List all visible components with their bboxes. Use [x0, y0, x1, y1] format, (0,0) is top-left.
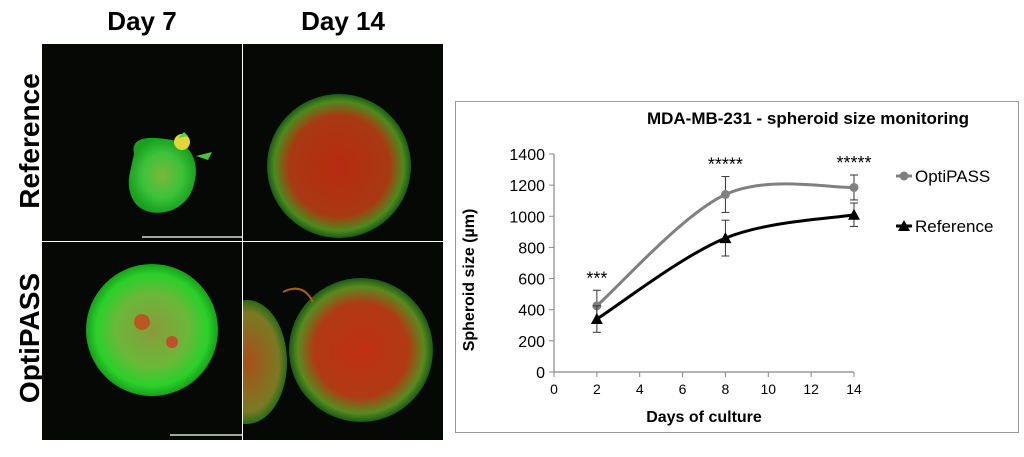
significance-annotation: *** — [586, 268, 607, 288]
micrograph-optipass-day-7 — [42, 242, 242, 440]
x-tick-label: 2 — [593, 381, 601, 397]
y-axis-label: Spheroid size (µm) — [461, 209, 478, 352]
data-point-reference — [590, 313, 603, 325]
legend-marker — [898, 220, 910, 231]
y-tick-label: 1000 — [509, 209, 545, 226]
legend-label: Reference — [915, 217, 993, 236]
data-point-reference — [719, 232, 732, 244]
column-label-day-14: Day 14 — [301, 6, 385, 36]
legend-marker — [899, 171, 909, 181]
y-tick-label: 600 — [518, 272, 545, 289]
y-tick-label: 400 — [518, 303, 545, 320]
y-tick-label: 1400 — [509, 147, 545, 164]
x-tick-label: 14 — [846, 381, 862, 397]
significance-annotation: ***** — [708, 155, 743, 175]
y-tick-label: 800 — [518, 240, 545, 257]
data-point-optipass — [849, 182, 859, 192]
data-point-reference — [848, 208, 860, 220]
x-axis-label: Days of culture — [646, 409, 762, 426]
x-tick-label: 8 — [722, 381, 730, 397]
y-tick-label: 200 — [518, 334, 545, 351]
spheroid-size-chart: MDA-MB-231 - spheroid size monitoring Sp… — [461, 109, 993, 426]
significance-annotation: ***** — [836, 153, 871, 173]
x-tick-label: 4 — [636, 381, 644, 397]
x-tick-label: 0 — [550, 381, 558, 397]
micrograph-optipass-day-14 — [243, 242, 443, 440]
micrograph-reference-day-7 — [42, 44, 242, 241]
column-label-day-7: Day 7 — [107, 6, 177, 36]
legend-label: OptiPASS — [915, 167, 990, 186]
x-tick-label: 10 — [760, 381, 776, 397]
chart-title: MDA-MB-231 - spheroid size monitoring — [647, 109, 969, 128]
y-tick-label: 0 — [536, 365, 545, 382]
y-tick-label: 1200 — [509, 178, 545, 195]
data-point-optipass — [720, 189, 730, 199]
micrograph-reference-day-14 — [243, 44, 443, 241]
x-tick-label: 12 — [803, 381, 819, 397]
chart-frame: MDA-MB-231 - spheroid size monitoring Sp… — [455, 101, 1019, 433]
x-tick-label: 6 — [679, 381, 687, 397]
